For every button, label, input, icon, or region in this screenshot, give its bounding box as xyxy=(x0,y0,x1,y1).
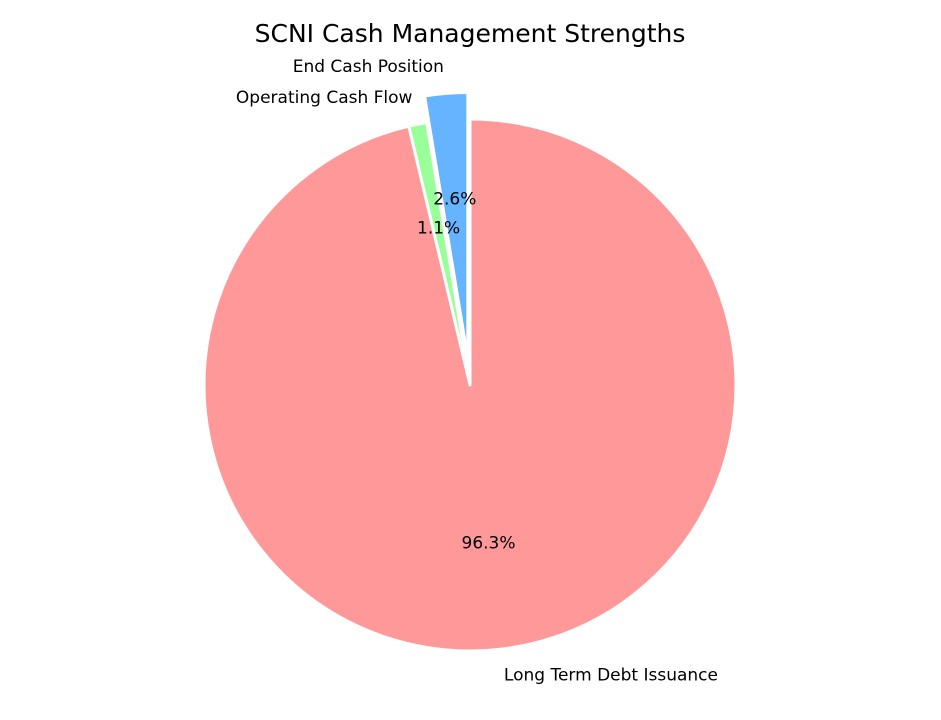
chart-title: SCNI Cash Management Strengths xyxy=(255,19,686,48)
pie-slice-long-term-debt-issuance xyxy=(202,117,738,653)
slice-percent-end-cash-position: 2.6% xyxy=(433,189,476,209)
pie-slice-end-cash-position xyxy=(423,90,470,360)
pie-slices xyxy=(202,90,738,653)
slice-percent-long-term-debt-issuance: 96.3% xyxy=(462,534,516,554)
slice-percent-operating-cash-flow: 1.1% xyxy=(417,219,460,239)
slice-label-long-term-debt-issuance: Long Term Debt Issuance xyxy=(504,666,718,686)
slice-label-end-cash-position: End Cash Position xyxy=(293,57,444,77)
pie-labels: End Cash Position 2.6% Operating Cash Flow… xyxy=(236,57,718,686)
slice-label-operating-cash-flow: Operating Cash Flow xyxy=(236,88,413,108)
